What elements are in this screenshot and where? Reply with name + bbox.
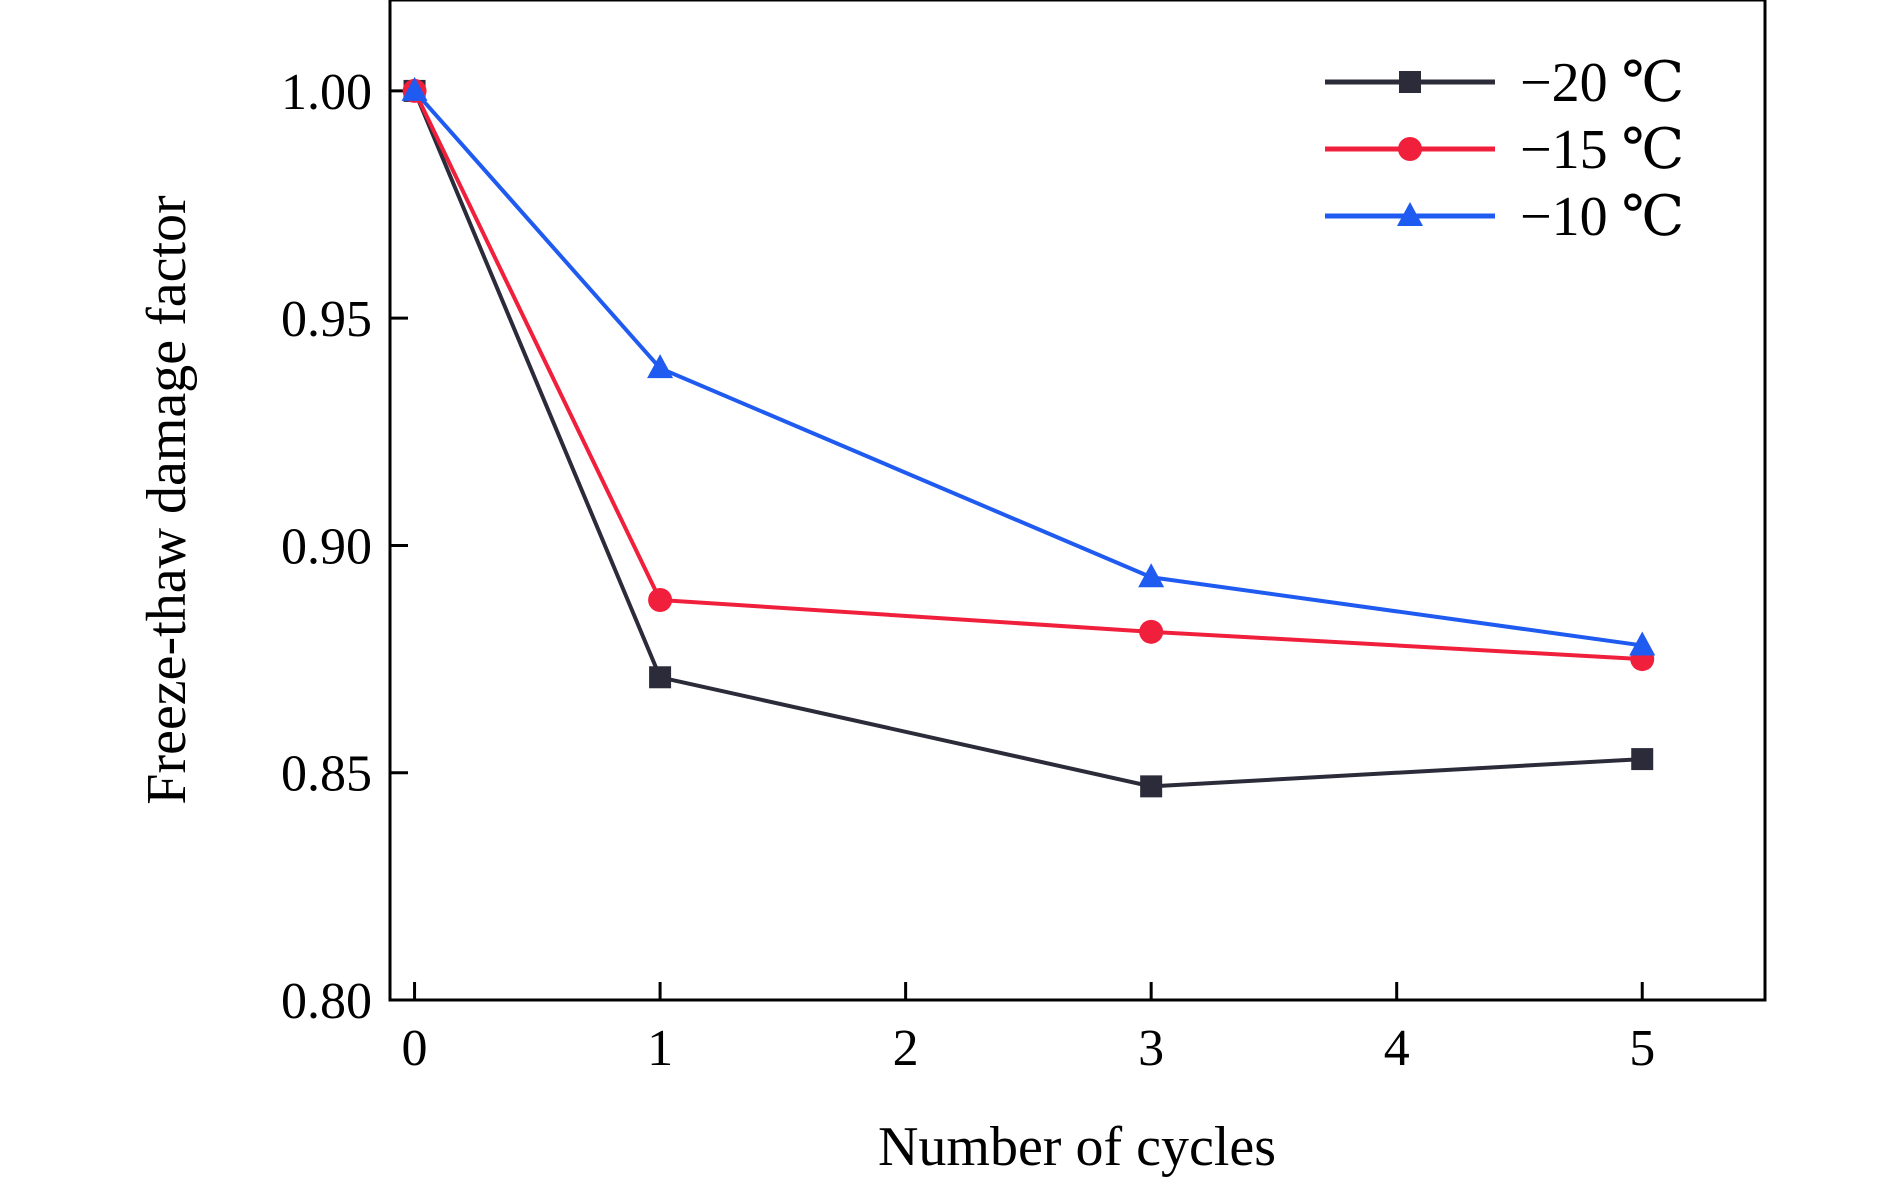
series-line xyxy=(413,89,1643,648)
series-layer xyxy=(401,76,1656,798)
legend-marker xyxy=(1397,202,1423,226)
legend: −20 ℃−15 ℃−10 ℃ xyxy=(1325,52,1684,248)
data-point xyxy=(647,354,674,379)
x-tick-label: 3 xyxy=(1138,1020,1164,1077)
x-axis: 0 1 2 3 4 5 xyxy=(402,982,1655,1077)
data-point xyxy=(1631,748,1654,771)
legend-item: −20 ℃ xyxy=(1325,52,1684,114)
series-1 xyxy=(403,79,1654,798)
legend-item: −10 ℃ xyxy=(1325,186,1684,248)
series-2 xyxy=(402,78,1655,672)
data-point xyxy=(1140,775,1163,798)
y-axis-label: Freeze-thaw damage factor xyxy=(136,195,198,805)
legend-label: −15 ℃ xyxy=(1520,119,1684,181)
series-line xyxy=(412,90,1643,662)
y-axis: 0.80 0.85 0.90 0.95 1.00 xyxy=(281,64,408,1030)
legend-item: −15 ℃ xyxy=(1325,119,1684,181)
legend-marker xyxy=(1399,71,1421,93)
data-point xyxy=(1629,631,1656,656)
data-point xyxy=(649,666,672,689)
x-tick-label: 4 xyxy=(1384,1020,1410,1077)
y-tick-label: 0.80 xyxy=(281,973,372,1030)
data-point xyxy=(1139,619,1164,644)
legend-label: −20 ℃ xyxy=(1520,52,1684,114)
series-line xyxy=(412,90,1643,789)
legend-marker xyxy=(1398,137,1422,161)
x-axis-label: Number of cycles xyxy=(878,1116,1276,1178)
x-tick-label: 0 xyxy=(402,1020,428,1077)
series-3 xyxy=(401,76,1656,656)
y-tick-label: 0.90 xyxy=(281,518,372,575)
y-tick-label: 0.95 xyxy=(281,291,372,348)
data-point xyxy=(648,588,673,612)
legend-label: −10 ℃ xyxy=(1520,186,1684,248)
y-tick-label: 1.00 xyxy=(281,64,372,121)
data-point xyxy=(401,76,428,101)
x-tick-label: 2 xyxy=(893,1020,919,1077)
plot-frame xyxy=(388,0,1767,1002)
x-tick-label: 5 xyxy=(1629,1020,1655,1077)
data-point xyxy=(1138,563,1165,588)
y-tick-label: 0.85 xyxy=(281,746,372,803)
x-tick-label: 1 xyxy=(647,1020,673,1077)
